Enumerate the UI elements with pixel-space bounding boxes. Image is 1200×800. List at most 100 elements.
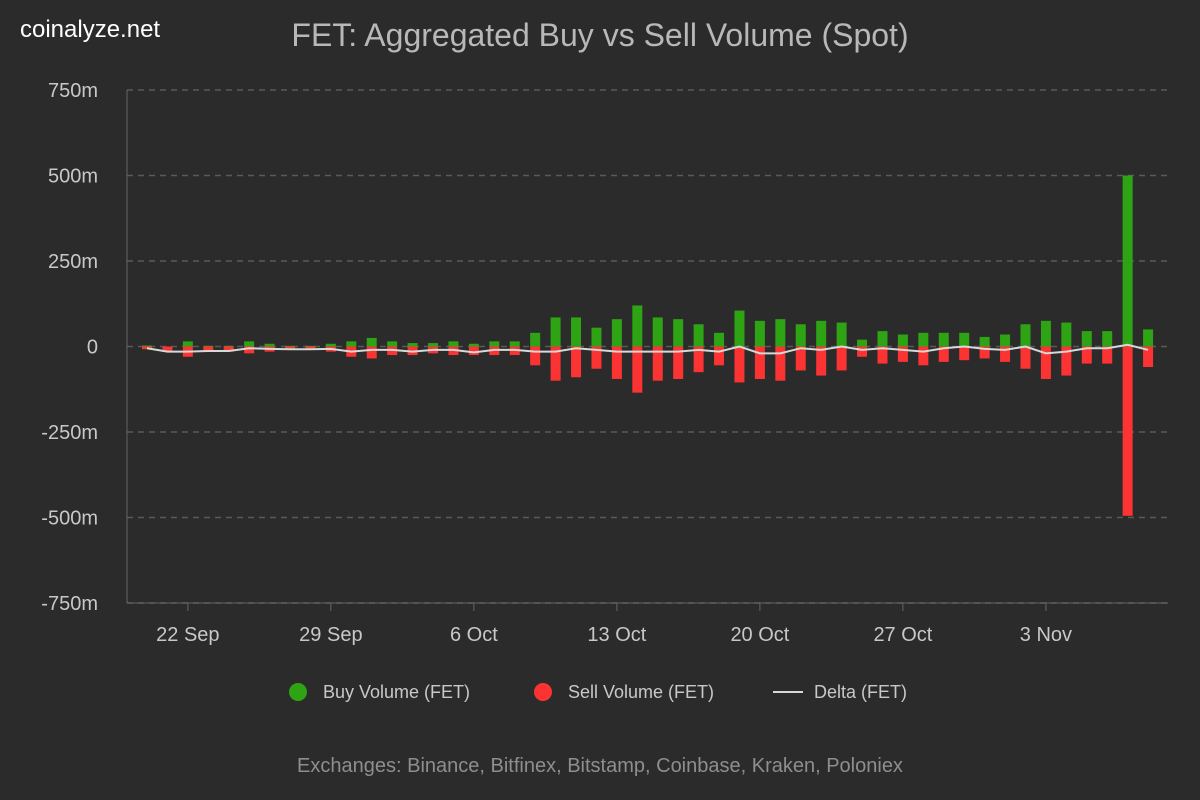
exchanges-footer: Exchanges: Binance, Bitfinex, Bitstamp, …: [297, 755, 903, 777]
x-tick-label: 22 Sep: [156, 624, 219, 646]
x-tick-label: 6 Oct: [450, 624, 498, 646]
logo: coinalyze.net: [20, 16, 161, 43]
buy-bar: [754, 320, 765, 347]
buy-bar: [979, 336, 990, 347]
sell-bar: [1102, 346, 1113, 364]
sell-bar: [550, 346, 561, 381]
sell-bar: [1061, 346, 1072, 376]
sell-bar: [959, 346, 970, 361]
buy-bar: [285, 345, 296, 347]
sell-bar: [591, 346, 602, 369]
legend-buy-marker: [289, 683, 307, 701]
legend-sell-marker: [534, 683, 552, 701]
buy-bar: [489, 341, 500, 347]
buy-bar: [244, 341, 255, 347]
sell-bar: [611, 346, 622, 379]
x-tick-label: 29 Sep: [299, 624, 362, 646]
legend-buy-label: Buy Volume (FET): [323, 682, 470, 702]
y-tick-label: -250m: [41, 422, 98, 444]
legend-delta-label: Delta (FET): [814, 682, 907, 702]
buy-bar: [366, 337, 377, 347]
buy-bar: [448, 341, 459, 347]
buy-bar: [693, 324, 704, 347]
buy-bar: [959, 332, 970, 347]
buy-bar: [1122, 175, 1133, 347]
chart-title: FET: Aggregated Buy vs Sell Volume (Spot…: [291, 17, 909, 53]
buy-bar: [734, 310, 745, 347]
sell-bar: [938, 346, 949, 362]
buy-bar: [407, 343, 418, 347]
sell-bar: [1020, 346, 1031, 369]
delta-line: [146, 343, 1149, 355]
sell-bar: [223, 346, 234, 352]
sell-bar: [693, 346, 704, 373]
x-tick-label: 27 Oct: [873, 624, 932, 646]
buy-bar: [652, 317, 663, 347]
buy-bar: [918, 332, 929, 347]
sell-bar: [632, 346, 643, 393]
buy-bar: [591, 327, 602, 347]
buy-bar: [795, 324, 806, 347]
buy-bar: [877, 331, 888, 347]
buy-bar: [203, 345, 214, 347]
sell-bar: [897, 346, 908, 362]
buy-bar: [714, 332, 725, 347]
y-tick-label: -750m: [41, 593, 98, 615]
sell-bar: [1081, 346, 1092, 364]
sell-bar: [734, 346, 745, 383]
sell-bar: [775, 346, 786, 381]
sell-bar: [1122, 346, 1133, 516]
buy-bar: [938, 332, 949, 347]
buy-bar: [346, 341, 357, 347]
buy-bar: [387, 341, 398, 347]
y-tick-label: 0: [87, 337, 98, 359]
sell-bar: [836, 346, 847, 371]
buy-bar: [223, 345, 234, 347]
buy-bar: [509, 341, 520, 347]
buy-bar: [816, 320, 827, 347]
sell-bar: [1040, 346, 1051, 379]
sell-bar: [366, 346, 377, 359]
buy-bar: [836, 322, 847, 347]
y-tick-label: -500m: [41, 508, 98, 530]
x-tick-label: 3 Nov: [1020, 624, 1072, 646]
sell-bar: [162, 346, 173, 352]
sell-bar: [877, 346, 888, 364]
sell-bar: [918, 346, 929, 366]
sell-bar: [979, 346, 990, 359]
sell-bar: [652, 346, 663, 381]
buy-bar: [1000, 334, 1011, 347]
sell-bar: [1143, 346, 1154, 368]
buy-bar: [673, 319, 684, 347]
y-tick-label: 500m: [48, 166, 98, 188]
sell-bar: [816, 346, 827, 376]
buy-bar: [897, 334, 908, 347]
sell-bar: [468, 346, 479, 356]
sell-bar: [795, 346, 806, 371]
buy-bar: [1143, 329, 1154, 347]
buy-bar: [1102, 331, 1113, 347]
buy-bar: [325, 343, 336, 347]
sell-bar: [1000, 346, 1011, 362]
sell-bar: [530, 346, 541, 366]
buy-bar: [1020, 324, 1031, 347]
sell-bar: [305, 346, 316, 350]
y-tick-label: 750m: [48, 80, 98, 102]
sell-bar: [285, 346, 296, 350]
buy-bar: [428, 343, 439, 347]
buy-bar: [775, 319, 786, 347]
sell-bar: [673, 346, 684, 379]
legend-sell-label: Sell Volume (FET): [568, 682, 714, 702]
sell-bar: [571, 346, 582, 378]
sell-bar: [857, 346, 868, 357]
buy-bar: [550, 317, 561, 347]
sell-bar: [754, 346, 765, 379]
buy-bar: [1061, 322, 1072, 347]
x-tick-label: 20 Oct: [730, 624, 789, 646]
buy-bar: [182, 341, 193, 347]
x-tick-label: 13 Oct: [587, 624, 646, 646]
buy-bar: [530, 332, 541, 347]
y-tick-label: 250m: [48, 251, 98, 273]
